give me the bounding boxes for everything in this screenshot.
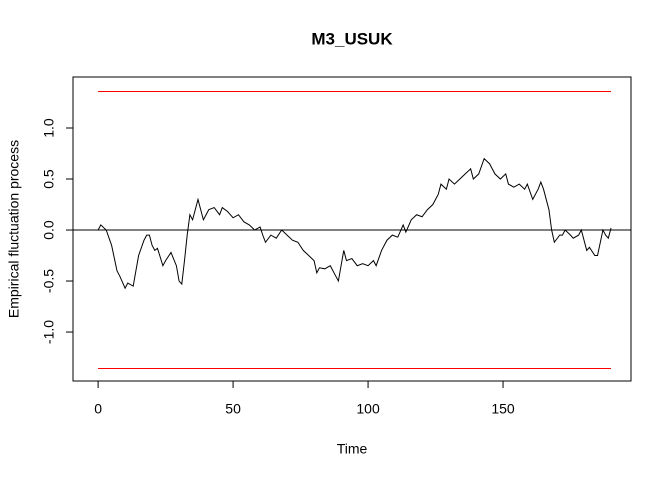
- y-tick-label: -1.0: [41, 320, 57, 344]
- x-tick-label: 50: [225, 401, 241, 417]
- y-tick-label: -0.5: [41, 269, 57, 293]
- y-tick-label: 1.0: [41, 118, 57, 138]
- x-tick-label: 0: [94, 401, 102, 417]
- y-tick-label: 0.0: [41, 220, 57, 240]
- x-tick-label: 100: [356, 401, 380, 417]
- x-tick-label: 150: [491, 401, 515, 417]
- series-line: [97, 157, 612, 290]
- plot-box: [72, 76, 632, 382]
- chart-title: M3_USUK: [311, 29, 393, 48]
- y-axis-label: Empirical fluctuation process: [6, 140, 22, 318]
- x-axis-label: Time: [337, 441, 368, 457]
- y-tick-label: 0.5: [41, 169, 57, 189]
